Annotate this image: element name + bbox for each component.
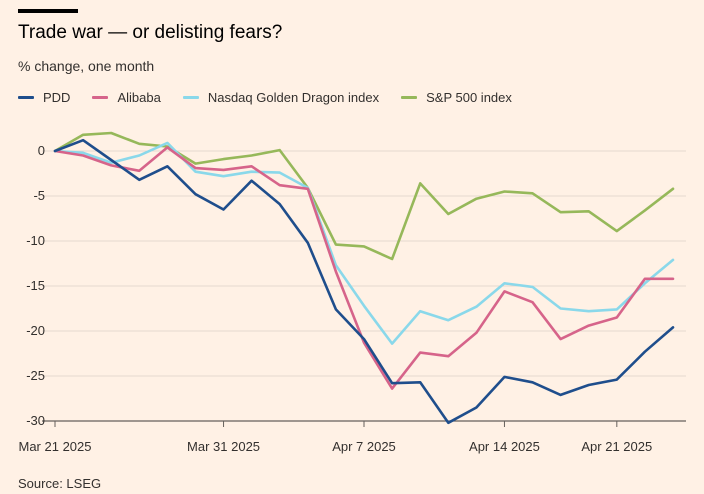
legend-item-pdd: PDD [18, 90, 70, 105]
x-tick-label: Mar 21 2025 [19, 439, 92, 454]
chart-legend: PDD Alibaba Nasdaq Golden Dragon index S… [18, 90, 534, 105]
x-tick-label: Apr 14 2025 [469, 439, 540, 454]
y-tick-label: -15 [26, 278, 45, 293]
pdd-line [53, 138, 675, 425]
y-tick-label: -20 [26, 323, 45, 338]
sp500-line [53, 131, 675, 261]
alibaba-line [53, 146, 675, 390]
x-tick-label: Apr 21 2025 [581, 439, 652, 454]
legend-item-sp500: S&P 500 index [401, 90, 512, 105]
golden-dragon-line [53, 141, 675, 345]
y-tick-label: 0 [38, 143, 45, 158]
x-axis-ticks: Mar 21 2025 Mar 31 2025 Apr 7 2025 Apr 14 2… [19, 421, 652, 454]
legend-item-alibaba: Alibaba [92, 90, 161, 105]
y-tick-label: -30 [26, 413, 45, 428]
y-axis-ticks: 0 -5 -10 -15 -20 -25 -30 [26, 143, 45, 428]
legend-swatch-sp500 [401, 96, 418, 99]
legend-label-pdd: PDD [43, 90, 71, 105]
x-tick-label: Apr 7 2025 [332, 439, 396, 454]
y-gridlines [42, 150, 686, 422]
chart-source: Source: LSEG [18, 476, 102, 491]
x-tick-label: Mar 31 2025 [187, 439, 260, 454]
y-tick-label: -5 [33, 188, 45, 203]
chart-title: Trade war — or delisting fears? [18, 22, 283, 43]
legend-label-golden-dragon: Nasdaq Golden Dragon index [207, 90, 380, 105]
legend-swatch-golden-dragon [182, 96, 199, 99]
header-accent-bar [18, 9, 78, 13]
y-tick-label: -25 [26, 368, 45, 383]
legend-item-golden-dragon: Nasdaq Golden Dragon index [182, 90, 380, 105]
legend-swatch-alibaba [92, 96, 109, 99]
chart-subtitle: % change, one month [18, 58, 155, 74]
legend-label-alibaba: Alibaba [117, 90, 161, 105]
legend-swatch-pdd [18, 96, 34, 99]
legend-label-sp500: S&P 500 index [426, 90, 512, 105]
series-lines [53, 131, 675, 425]
y-tick-label: -10 [26, 233, 45, 248]
